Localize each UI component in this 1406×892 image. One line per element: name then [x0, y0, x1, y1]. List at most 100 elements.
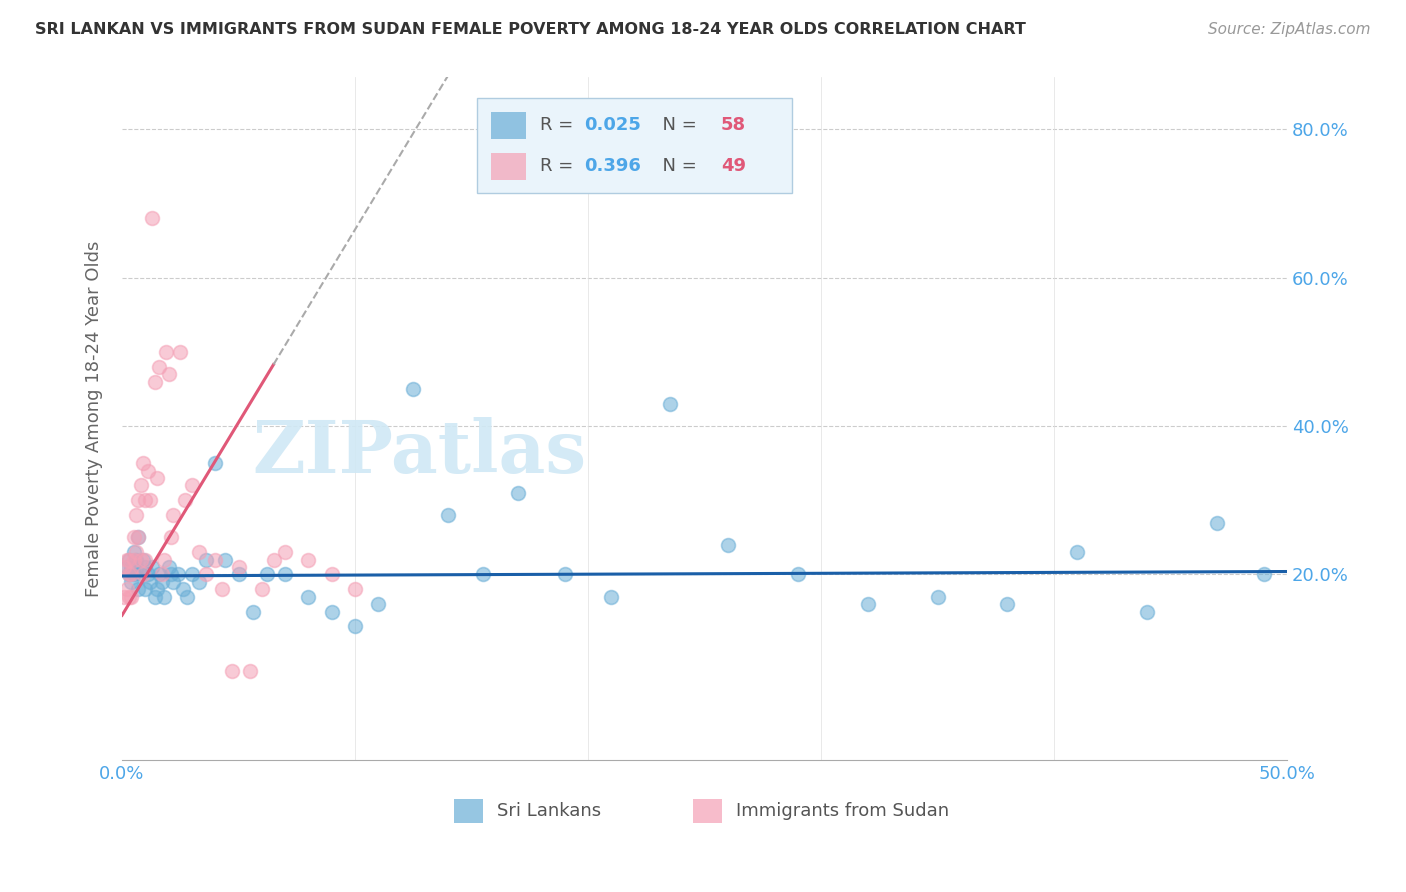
- Point: [194, 552, 217, 566]
- Point: [122, 530, 145, 544]
- Point: [118, 552, 141, 566]
- Point: [122, 545, 145, 559]
- Point: [167, 567, 190, 582]
- Point: [134, 582, 156, 597]
- Point: [600, 590, 623, 604]
- Point: [321, 605, 343, 619]
- Point: [181, 567, 204, 582]
- Point: [172, 582, 194, 597]
- Point: [148, 567, 170, 582]
- Point: [297, 552, 319, 566]
- Point: [160, 530, 183, 544]
- Point: [118, 567, 141, 582]
- Text: 0.396: 0.396: [585, 157, 641, 175]
- Point: [132, 567, 155, 582]
- Point: [134, 560, 156, 574]
- Point: [157, 560, 180, 574]
- Point: [139, 574, 162, 589]
- Point: [141, 211, 163, 226]
- Point: [153, 590, 176, 604]
- Point: [856, 597, 879, 611]
- Point: [274, 567, 297, 582]
- Point: [204, 552, 226, 566]
- Point: [187, 545, 209, 559]
- Point: [134, 493, 156, 508]
- Point: [214, 552, 236, 566]
- Point: [146, 582, 169, 597]
- Point: [146, 471, 169, 485]
- Point: [1253, 567, 1275, 582]
- Bar: [491, 153, 526, 180]
- Bar: [491, 112, 526, 139]
- Point: [134, 552, 156, 566]
- Point: [228, 560, 250, 574]
- Point: [129, 478, 152, 492]
- Point: [127, 530, 149, 544]
- Point: [927, 590, 949, 604]
- Point: [139, 493, 162, 508]
- Text: SRI LANKAN VS IMMIGRANTS FROM SUDAN FEMALE POVERTY AMONG 18-24 YEAR OLDS CORRELA: SRI LANKAN VS IMMIGRANTS FROM SUDAN FEMA…: [35, 22, 1026, 37]
- Point: [437, 508, 460, 523]
- Y-axis label: Female Poverty Among 18-24 Year Olds: Female Poverty Among 18-24 Year Olds: [86, 241, 103, 597]
- Point: [194, 567, 217, 582]
- Point: [187, 574, 209, 589]
- Point: [129, 552, 152, 566]
- Point: [717, 538, 740, 552]
- Point: [174, 493, 197, 508]
- Point: [221, 664, 243, 678]
- Point: [211, 582, 233, 597]
- Point: [125, 545, 148, 559]
- Point: [1136, 605, 1159, 619]
- Point: [127, 582, 149, 597]
- Point: [132, 552, 155, 566]
- Point: [344, 619, 367, 633]
- Point: [402, 382, 425, 396]
- Point: [143, 375, 166, 389]
- Text: N =: N =: [651, 116, 703, 134]
- Point: [321, 567, 343, 582]
- Text: N =: N =: [651, 157, 703, 175]
- Text: Source: ZipAtlas.com: Source: ZipAtlas.com: [1208, 22, 1371, 37]
- Point: [125, 560, 148, 574]
- Point: [786, 567, 808, 582]
- Point: [150, 567, 173, 582]
- Point: [120, 560, 142, 574]
- Text: 49: 49: [721, 157, 745, 175]
- Point: [344, 582, 367, 597]
- Point: [118, 552, 141, 566]
- Point: [118, 590, 141, 604]
- Point: [115, 560, 138, 574]
- Point: [112, 560, 135, 574]
- Point: [181, 478, 204, 492]
- Point: [367, 597, 389, 611]
- Point: [554, 567, 576, 582]
- Point: [157, 367, 180, 381]
- Point: [122, 552, 145, 566]
- Point: [472, 567, 495, 582]
- Point: [658, 397, 681, 411]
- Text: R =: R =: [540, 157, 579, 175]
- Point: [204, 456, 226, 470]
- Point: [118, 567, 141, 582]
- Point: [1206, 516, 1229, 530]
- Point: [129, 567, 152, 582]
- Point: [997, 597, 1019, 611]
- Point: [160, 567, 183, 582]
- Point: [143, 590, 166, 604]
- Point: [228, 567, 250, 582]
- Point: [155, 345, 177, 359]
- Text: ZIPatlas: ZIPatlas: [252, 417, 586, 488]
- Point: [297, 590, 319, 604]
- Point: [242, 605, 264, 619]
- Point: [127, 530, 149, 544]
- Point: [169, 345, 191, 359]
- Point: [162, 508, 184, 523]
- Point: [132, 456, 155, 470]
- Point: [125, 552, 148, 566]
- Point: [125, 508, 148, 523]
- Point: [141, 560, 163, 574]
- Point: [127, 493, 149, 508]
- Point: [136, 464, 159, 478]
- Point: [115, 552, 138, 566]
- Point: [176, 590, 198, 604]
